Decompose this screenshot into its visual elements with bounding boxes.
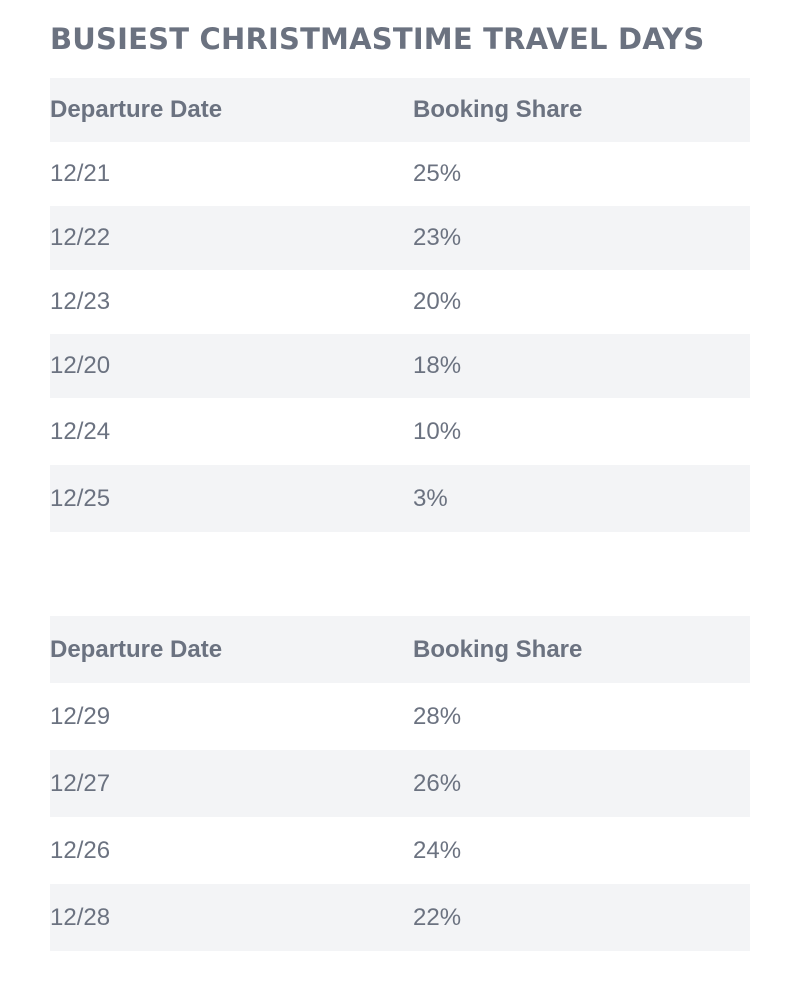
table-row: 12/28 22% — [50, 884, 750, 951]
departure-date-cell: 12/23 — [50, 288, 111, 315]
column-header-booking-share: Booking Share — [413, 635, 583, 663]
booking-share-cell: 22% — [413, 903, 462, 931]
booking-share-cell: 3% — [413, 484, 448, 512]
booking-share-cell: 23% — [413, 224, 462, 251]
table-row: 12/26 24% — [50, 817, 750, 884]
booking-share-cell: 25% — [413, 160, 462, 187]
booking-share-cell: 10% — [413, 417, 462, 445]
departure-date-cell: 12/24 — [50, 417, 111, 445]
departure-date-cell: 12/25 — [50, 484, 111, 512]
departure-date-cell: 12/29 — [50, 702, 111, 730]
travel-days-table-1: Departure Date Booking Share 12/21 25% 1… — [50, 78, 750, 532]
table-row: 12/24 10% — [50, 398, 750, 465]
booking-share-cell: 20% — [413, 288, 462, 315]
table-row: 12/23 20% — [50, 270, 750, 334]
booking-share-cell: 18% — [413, 352, 462, 379]
table-row: 12/21 25% — [50, 142, 750, 206]
column-header-departure-date: Departure Date — [50, 635, 223, 663]
table-row: 12/29 28% — [50, 683, 750, 750]
table-row: 12/20 18% — [50, 334, 750, 398]
page-content: BUSIEST CHRISTMASTIME TRAVEL DAYS Depart… — [50, 0, 750, 951]
column-header-departure-date: Departure Date — [50, 96, 223, 123]
table-row: 12/27 26% — [50, 750, 750, 817]
table-row: 12/25 3% — [50, 465, 750, 532]
departure-date-cell: 12/28 — [50, 903, 111, 931]
booking-share-cell: 28% — [413, 702, 462, 730]
table-row: 12/22 23% — [50, 206, 750, 270]
travel-days-table-2: Departure Date Booking Share 12/29 28% 1… — [50, 616, 750, 951]
departure-date-cell: 12/21 — [50, 160, 111, 187]
departure-date-cell: 12/20 — [50, 352, 111, 379]
departure-date-cell: 12/22 — [50, 224, 111, 251]
booking-share-cell: 26% — [413, 769, 462, 797]
table-header-row: Departure Date Booking Share — [50, 78, 750, 142]
column-header-booking-share: Booking Share — [413, 96, 583, 123]
departure-date-cell: 12/26 — [50, 836, 111, 864]
departure-date-cell: 12/27 — [50, 769, 111, 797]
booking-share-cell: 24% — [413, 836, 462, 864]
table-header-row: Departure Date Booking Share — [50, 616, 750, 683]
page-title: BUSIEST CHRISTMASTIME TRAVEL DAYS — [50, 22, 705, 56]
